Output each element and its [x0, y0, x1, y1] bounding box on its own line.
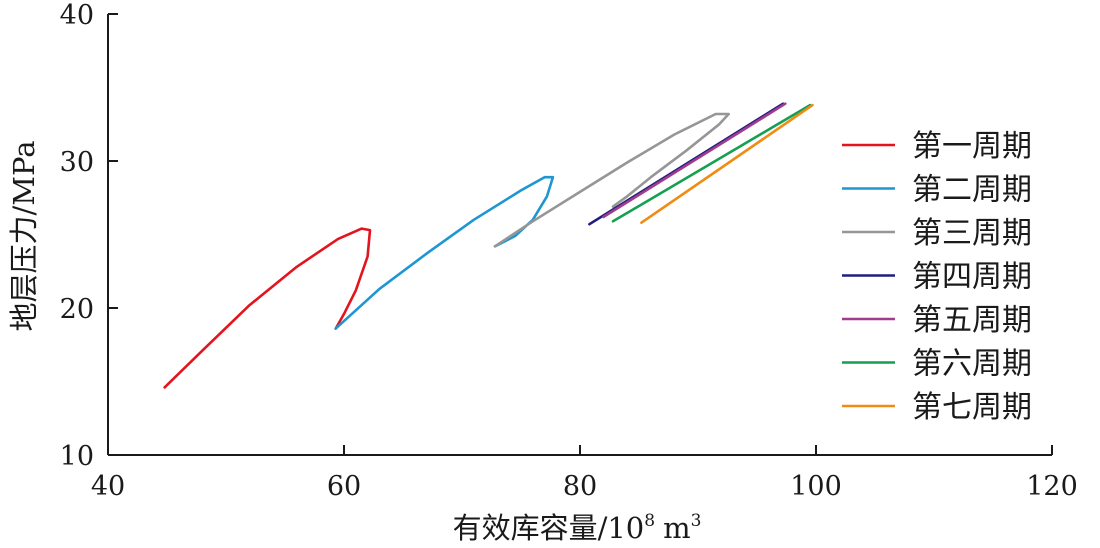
- x-axis-title-unit: m: [663, 511, 691, 545]
- series-line-7: [640, 103, 814, 224]
- x-axis-title-sup-8: 8: [644, 511, 655, 531]
- x-tick-label: 60: [327, 471, 361, 502]
- x-axis-title: 有效库容量/108 m3: [453, 511, 702, 545]
- x-tick-label: 120: [1026, 471, 1078, 502]
- legend-label-2: 第二周期: [912, 173, 1032, 208]
- y-tick-label: 20: [60, 294, 94, 325]
- y-tick-label: 10: [60, 441, 94, 472]
- x-axis-title-sup-3: 3: [691, 511, 702, 531]
- series-line-3: [493, 112, 731, 248]
- series-line-5: [602, 102, 787, 219]
- legend-label-4: 第四周期: [912, 260, 1032, 295]
- y-tick-label: 40: [60, 0, 94, 31]
- legend-label-5: 第五周期: [912, 303, 1032, 338]
- y-tick-label: 30: [60, 147, 94, 178]
- x-tick-label: 40: [91, 471, 125, 502]
- x-axis-title-main: 有效库容量/10: [453, 511, 645, 545]
- legend-label-3: 第三周期: [912, 216, 1032, 251]
- series-line-1: [163, 227, 372, 389]
- series-line-2: [334, 175, 555, 330]
- legend-label-7: 第七周期: [912, 390, 1032, 425]
- y-axis-title: 地层压力/MPa: [7, 141, 41, 332]
- x-tick-label: 80: [563, 471, 597, 502]
- legend-label-1: 第一周期: [912, 129, 1032, 164]
- plot-area: [163, 102, 814, 389]
- axes: 10 20 30 40 40 60 80 100 120: [60, 0, 1078, 502]
- series-line-6: [611, 103, 812, 223]
- legend-label-6: 第六周期: [912, 347, 1032, 382]
- x-tick-label: 100: [790, 471, 842, 502]
